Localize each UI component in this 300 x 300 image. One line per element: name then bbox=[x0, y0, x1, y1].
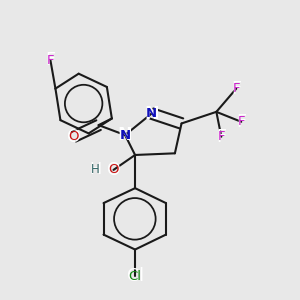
Text: N: N bbox=[118, 126, 132, 144]
Text: Cl: Cl bbox=[129, 270, 142, 283]
Text: F: F bbox=[218, 130, 225, 143]
Text: F: F bbox=[232, 82, 240, 95]
Text: N: N bbox=[146, 107, 157, 120]
Text: F: F bbox=[216, 128, 226, 146]
Text: N: N bbox=[120, 129, 131, 142]
Text: O: O bbox=[68, 130, 79, 143]
Text: F: F bbox=[46, 51, 56, 69]
Text: F: F bbox=[47, 54, 54, 67]
Text: Cl: Cl bbox=[127, 267, 144, 285]
Text: O: O bbox=[67, 128, 81, 146]
Text: O: O bbox=[108, 164, 119, 176]
Text: N: N bbox=[144, 104, 159, 122]
Text: H: H bbox=[91, 164, 100, 176]
Text: H: H bbox=[89, 162, 101, 177]
Text: F: F bbox=[238, 115, 245, 128]
Text: O: O bbox=[106, 161, 120, 179]
Text: F: F bbox=[236, 113, 246, 131]
Text: F: F bbox=[231, 80, 241, 98]
